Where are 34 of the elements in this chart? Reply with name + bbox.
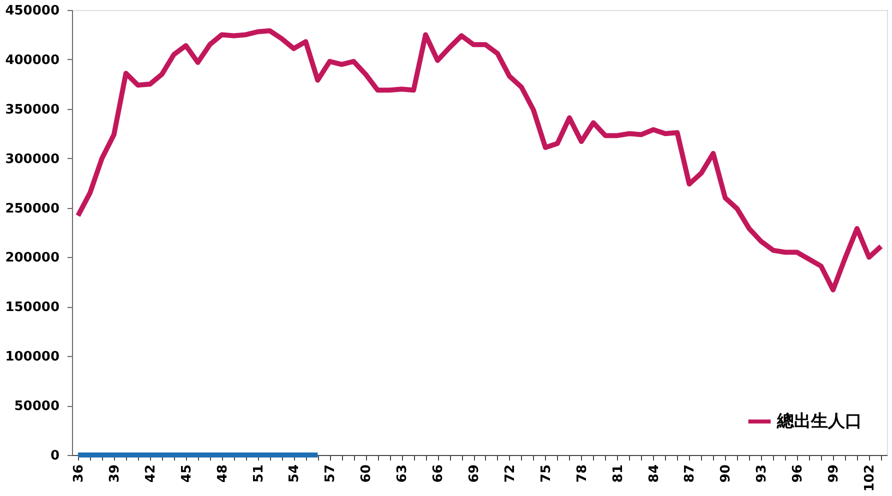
x-tick-label: 51: [251, 464, 266, 483]
y-tick-label: 50000: [14, 399, 60, 414]
x-tick-label: 99: [826, 464, 842, 483]
x-tick-label: 57: [323, 464, 338, 483]
x-tick-label: 69: [467, 464, 482, 483]
x-tick-label: 96: [790, 464, 806, 483]
y-tick-label: 100000: [5, 350, 60, 365]
x-tick-label: 87: [682, 464, 698, 483]
x-tick-label: 90: [718, 464, 734, 483]
x-tick-label: 75: [538, 464, 554, 483]
x-tick-label: 84: [646, 464, 662, 483]
x-tick-label: 93: [754, 464, 770, 483]
x-tick-label: 45: [179, 464, 194, 483]
x-tick-label: 60: [359, 464, 374, 483]
y-tick-label: 0: [50, 448, 60, 464]
y-tick-label: 200000: [5, 250, 60, 266]
x-tick-label: 36: [71, 464, 86, 483]
y-tick-label: 250000: [5, 201, 60, 216]
x-tick-label: 42: [143, 464, 158, 483]
x-tick-label: 54: [287, 464, 302, 483]
y-tick-label: 400000: [5, 52, 60, 68]
x-tick-label: 66: [431, 464, 446, 483]
x-tick-label: 102: [862, 464, 878, 492]
y-tick-label: 300000: [5, 152, 60, 167]
y-tick-label: 450000: [5, 4, 60, 18]
x-tick-label: 78: [574, 464, 590, 483]
x-tick-label: 63: [395, 464, 410, 483]
x-tick-label: 72: [502, 464, 518, 483]
x-tick-label: 48: [215, 464, 230, 483]
x-tick-label: 39: [107, 464, 122, 483]
y-tick-label: 350000: [5, 102, 60, 118]
y-tick-label: 150000: [5, 300, 60, 316]
legend-label: 總出生人口: [776, 412, 862, 432]
x-tick-label: 81: [610, 464, 626, 483]
